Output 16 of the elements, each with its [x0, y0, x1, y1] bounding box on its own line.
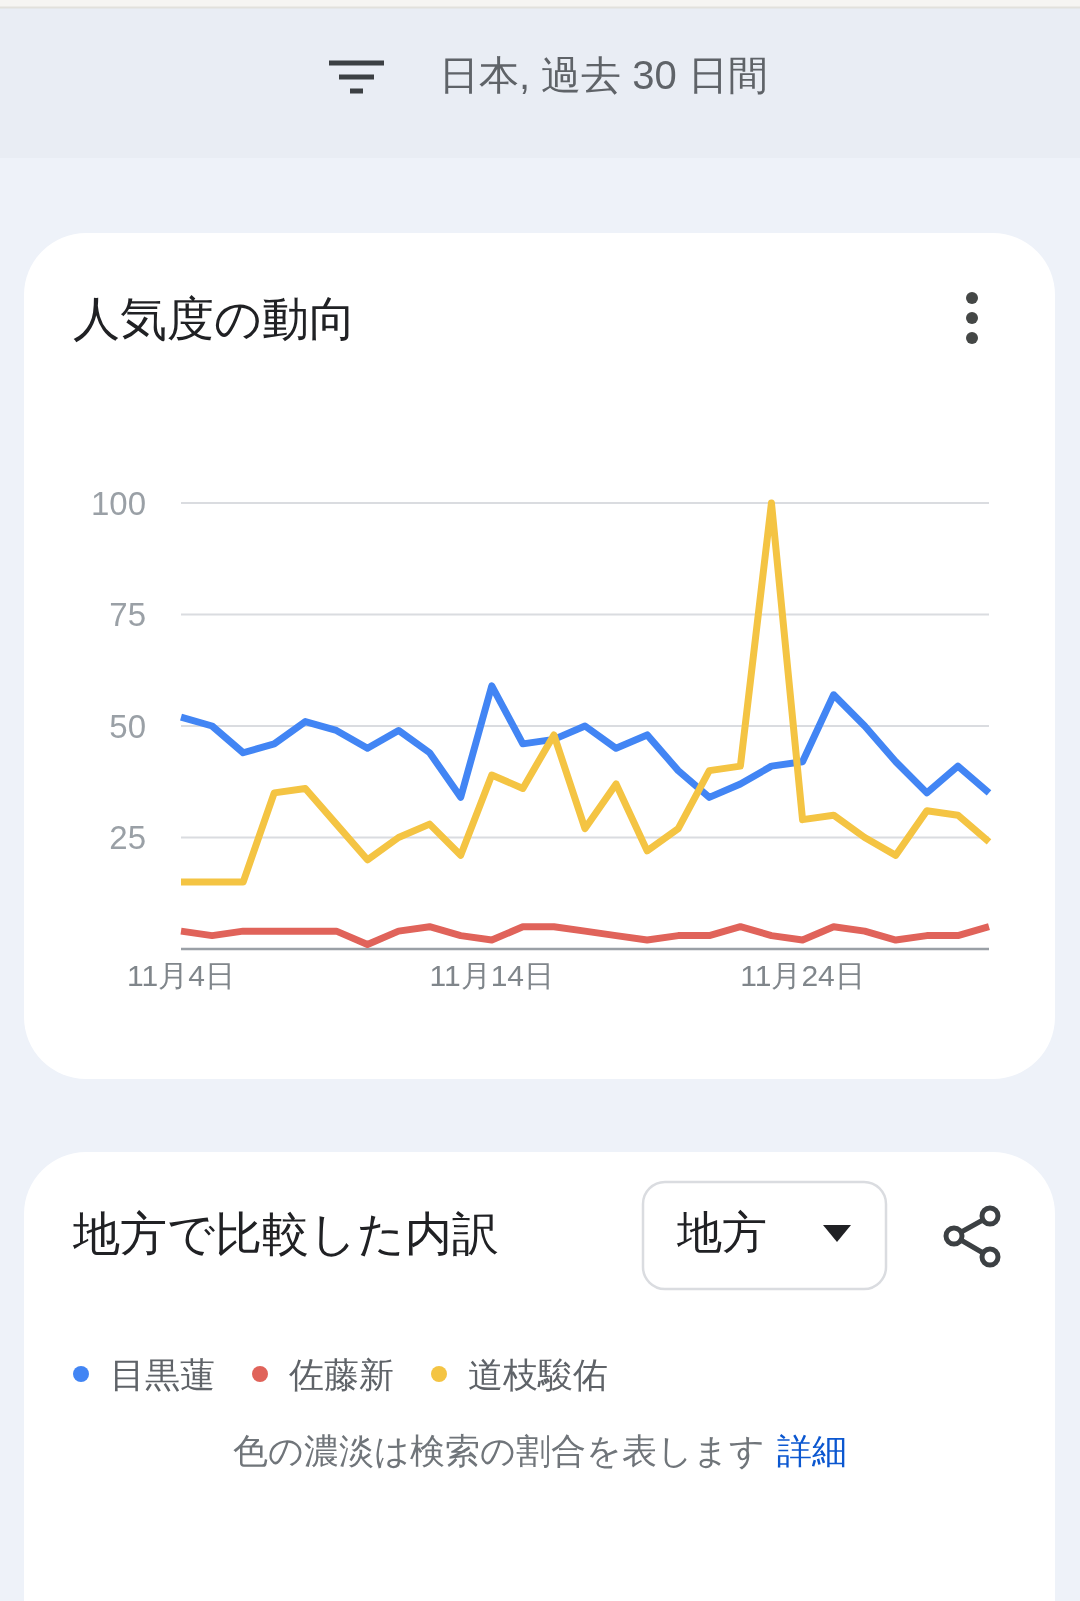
y-tick-label: 100	[90, 484, 146, 522]
text: 地方	[676, 1206, 767, 1258]
legend-label: 道枝駿佑	[468, 1354, 608, 1394]
y-tick-label: 50	[109, 707, 146, 745]
text: 色の濃淡は検索の割合を表します	[233, 1430, 765, 1470]
y-tick-label: 25	[109, 819, 146, 856]
legend-label: 佐藤新	[289, 1354, 394, 1394]
text: 詳細	[777, 1430, 847, 1470]
x-tick-label: 11月14日	[429, 958, 555, 992]
x-tick-label: 11月4日	[127, 958, 235, 992]
y-tick-label: 75	[109, 596, 146, 633]
legend-label: 目黒蓮	[110, 1354, 215, 1394]
text: 日本, 過去 30 日間	[439, 53, 768, 97]
chart-title: 人気度の動向	[73, 291, 356, 345]
x-tick-label: 11月24日	[740, 958, 865, 992]
text: 地方で比較した内訳	[72, 1206, 499, 1260]
